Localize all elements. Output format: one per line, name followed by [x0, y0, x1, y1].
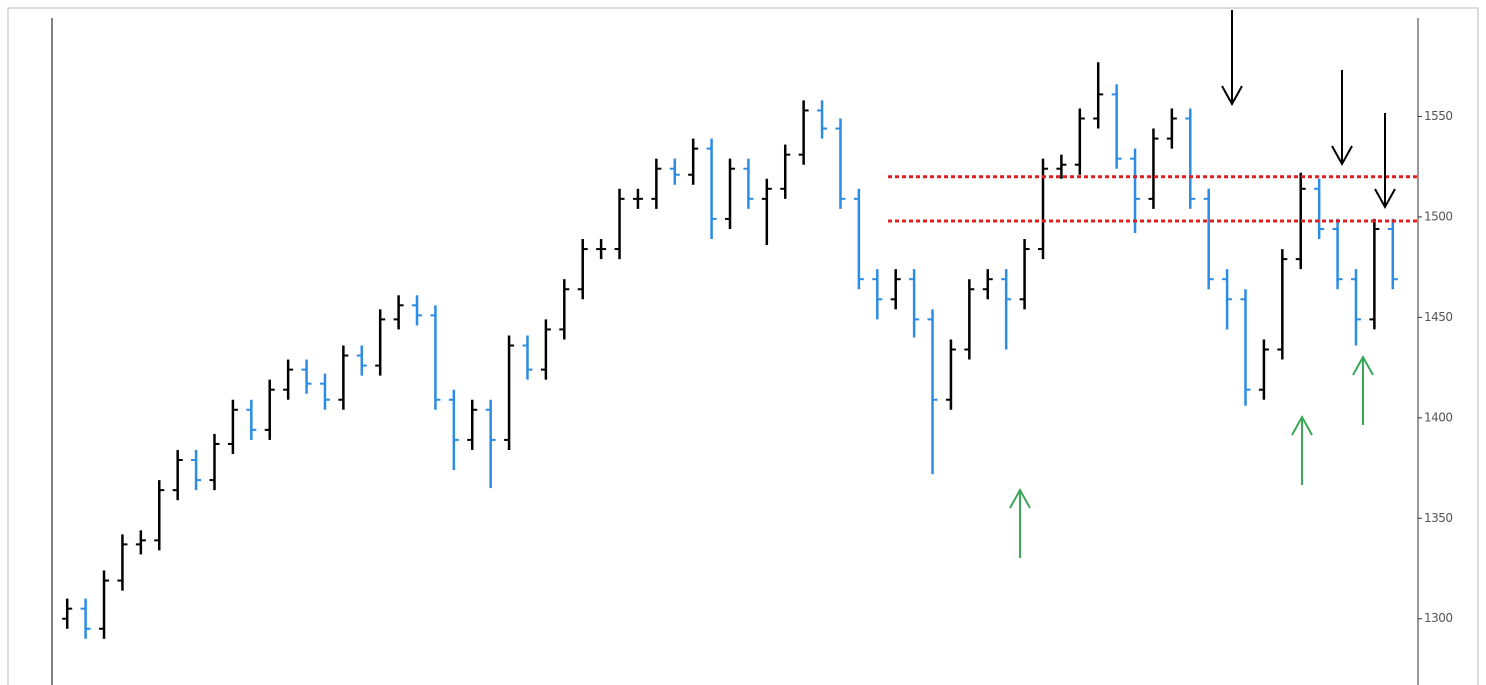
arrow-up: [1352, 354, 1374, 425]
y-tick-label: 1400: [1424, 410, 1453, 424]
y-tick-label: 1300: [1424, 611, 1453, 625]
arrow-down: [1374, 113, 1396, 210]
resistance-arrows: [1221, 10, 1396, 210]
support-arrows: [1009, 354, 1374, 558]
y-tick-label: 1450: [1424, 310, 1453, 324]
y-tick-label: 1350: [1424, 511, 1453, 525]
frame: [7, 7, 1479, 685]
arrow-down: [1221, 10, 1243, 107]
arrow-up: [1291, 414, 1313, 485]
plot: 1300 1350 1400 1450 1500 1550: [62, 62, 1453, 639]
y-tick-label: 1500: [1424, 209, 1453, 223]
arrow-up: [1009, 487, 1031, 558]
arrow-down: [1331, 70, 1353, 167]
y-tick-label: 1550: [1424, 109, 1453, 123]
